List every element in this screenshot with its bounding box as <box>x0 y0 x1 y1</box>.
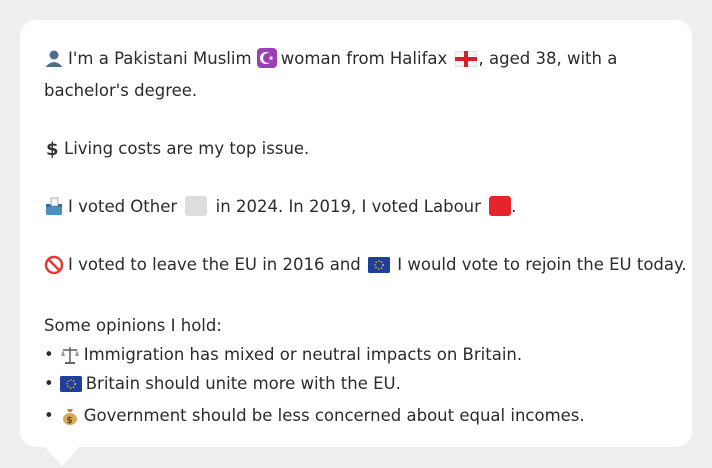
person-icon <box>44 49 64 67</box>
eu-text-2: I would vote to rejoin the EU today. <box>397 255 687 274</box>
vote-text-1: I voted Other <box>68 197 178 216</box>
vote-history-line: I voted Other in 2024. In 2019, I voted … <box>44 192 668 221</box>
eu-flag-icon <box>368 253 391 282</box>
opinion-text: Immigration has mixed or neutral impacts… <box>83 345 523 364</box>
prohibited-icon <box>44 255 64 275</box>
opinion-item: • Britain should unite more with the EU. <box>44 369 668 401</box>
red-square-icon <box>489 196 512 216</box>
scales-icon <box>60 345 80 364</box>
identity-text-3: , aged 38, with a <box>478 49 618 68</box>
ballot-box-icon <box>44 197 64 215</box>
dollar-sign-icon: $ <box>44 139 60 159</box>
bullet: • <box>44 406 54 425</box>
opinion-item: • Immigration has mixed or neutral impac… <box>44 340 668 369</box>
identity-text-1: I'm a Pakistani Muslim <box>68 49 252 68</box>
eu-flag-icon <box>59 372 82 401</box>
identity-line-2: bachelor's degree. <box>44 81 198 100</box>
top-issue-line: $ Living costs are my top issue. <box>44 134 668 163</box>
bullet: • <box>44 374 54 393</box>
svg-text:$: $ <box>46 139 59 159</box>
vote-text-2: in 2024. In 2019, I voted Labour <box>215 197 481 216</box>
opinions-heading: Some opinions I hold: <box>44 316 222 335</box>
bullet: • <box>44 345 54 364</box>
svg-text:$: $ <box>66 416 72 426</box>
opinion-text: Britain should unite more with the EU. <box>85 374 401 393</box>
vote-text-3: . <box>511 197 517 216</box>
profile-card: I'm a Pakistani Muslim woman from Halifa… <box>20 20 692 447</box>
eu-vote-line: I voted to leave the EU in 2016 and I wo… <box>44 250 687 282</box>
money-bag-icon: $ <box>60 406 80 426</box>
opinion-text: Government should be less concerned abou… <box>83 406 585 425</box>
grey-square-icon <box>185 196 208 216</box>
star-crescent-icon <box>256 48 277 68</box>
identity-text-2: woman from Halifax <box>280 49 448 68</box>
speech-bubble-tail <box>44 446 80 466</box>
opinion-item: • $ Government should be less concerned … <box>44 401 668 430</box>
england-flag-icon <box>454 47 477 76</box>
top-issue-text: Living costs are my top issue. <box>64 139 310 158</box>
identity-line: I'm a Pakistani Muslim woman from Halifa… <box>44 44 668 76</box>
eu-text-1: I voted to leave the EU in 2016 and <box>68 255 361 274</box>
